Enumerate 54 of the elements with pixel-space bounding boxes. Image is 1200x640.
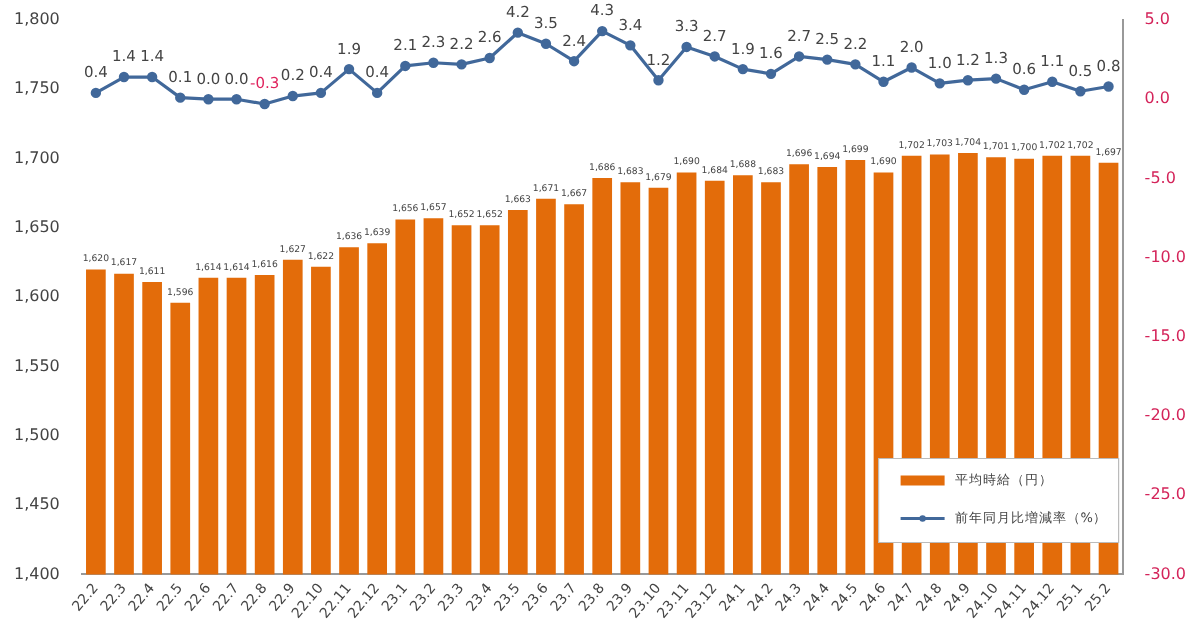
y2-tick-label: -10.0 (1144, 247, 1187, 266)
y2-tick-label: 0.0 (1144, 89, 1171, 108)
y2-tick-label: -25.0 (1144, 485, 1187, 504)
y-tick-label: 1,500 (13, 426, 60, 445)
point (906, 62, 917, 73)
point (90, 87, 102, 99)
point (287, 90, 298, 102)
point (934, 78, 945, 89)
point (625, 40, 636, 51)
point (343, 63, 355, 75)
y-tick-label: 1,600 (13, 287, 60, 306)
point (428, 57, 439, 68)
y-tick-label: 1,700 (13, 148, 60, 167)
point (653, 75, 664, 86)
y-tick-label: 1,400 (13, 564, 60, 583)
y-tick-label: 1,650 (13, 218, 60, 237)
point (990, 73, 1002, 84)
point (540, 38, 552, 49)
y-tick-label: 1,450 (13, 495, 60, 514)
point (512, 27, 524, 38)
point (484, 52, 495, 64)
y2-tick-label: -5.0 (1144, 168, 1176, 187)
point (400, 60, 411, 72)
y-tick-label: 1,800 (13, 10, 60, 29)
point (878, 76, 889, 87)
point (146, 71, 158, 83)
point (765, 68, 777, 80)
y2-tick-label: -30.0 (1144, 564, 1187, 583)
point (793, 51, 805, 62)
y-tick-label: 1,550 (13, 356, 60, 375)
point (203, 94, 214, 105)
point (1018, 84, 1030, 95)
y-tick-label: 1,750 (13, 79, 60, 98)
point (597, 25, 608, 37)
point (1047, 76, 1058, 87)
point (568, 55, 580, 67)
point (231, 94, 242, 105)
y2-tick-label: -20.0 (1144, 406, 1187, 425)
point (456, 59, 467, 70)
point (259, 98, 270, 110)
point (681, 41, 692, 53)
point (709, 51, 720, 62)
point (371, 87, 383, 99)
y2-tick-label: 5.0 (1144, 10, 1171, 29)
point (962, 75, 974, 86)
point (850, 59, 861, 70)
point (118, 71, 130, 83)
point (315, 87, 327, 99)
y2-tick-label: -15.0 (1144, 327, 1187, 346)
point (737, 63, 749, 75)
point (175, 92, 186, 103)
point (1103, 81, 1114, 92)
point (822, 54, 833, 65)
point (1075, 86, 1086, 97)
